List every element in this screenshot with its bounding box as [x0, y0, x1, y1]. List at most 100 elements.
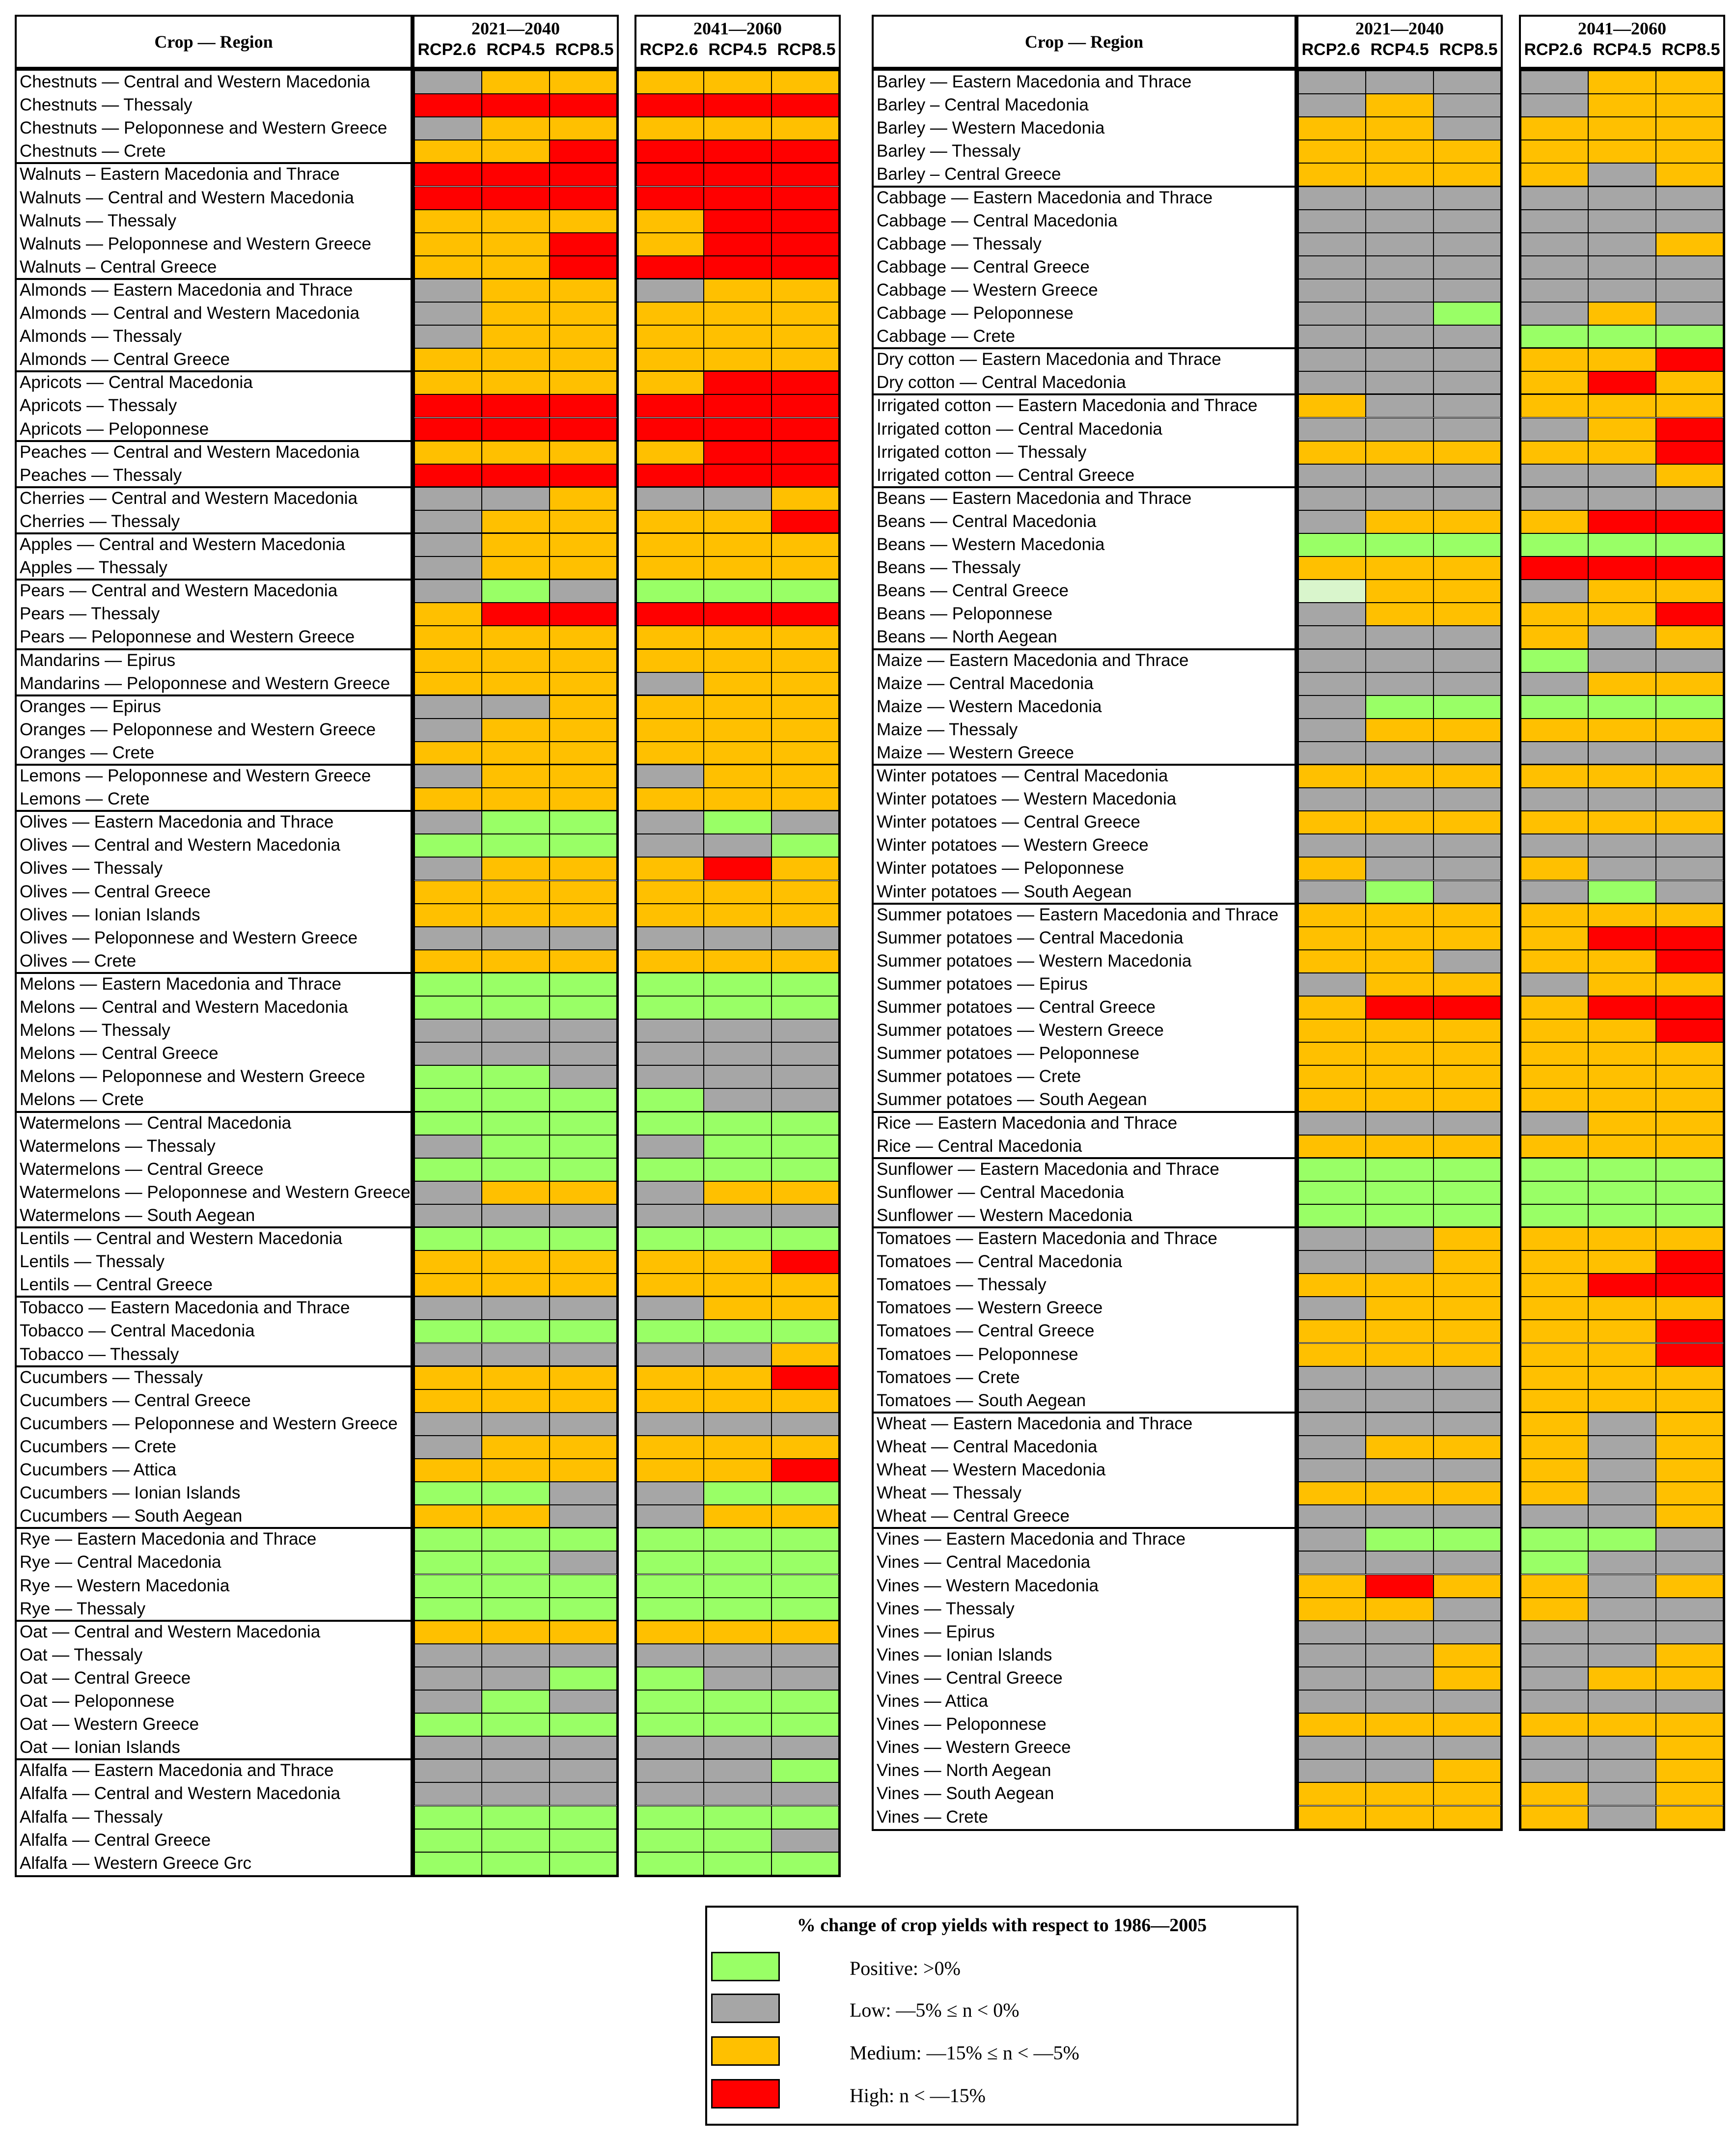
yield-cell [771, 626, 839, 649]
yield-cell [1298, 972, 1366, 996]
yield-cell [1588, 1181, 1656, 1204]
yield-cell [704, 695, 772, 719]
yield-cell [549, 672, 617, 695]
yield-cell [1521, 1690, 1589, 1714]
yield-cell [1433, 441, 1501, 464]
yield-cell [1298, 325, 1366, 349]
yield-cell [771, 580, 839, 603]
yield-cell [771, 1250, 839, 1274]
yield-cell [636, 1759, 704, 1783]
yield-cell [1298, 1782, 1366, 1806]
yield-cell [1298, 649, 1366, 672]
yield-cell [1521, 1597, 1589, 1621]
row-label: Peaches — Thessaly [20, 465, 182, 485]
yield-cell [771, 903, 839, 927]
group-separator [15, 1226, 413, 1228]
yield-cell [482, 926, 550, 950]
yield-cell [1655, 1459, 1723, 1482]
yield-cell [549, 926, 617, 950]
yield-cell [1366, 117, 1433, 140]
yield-cell [704, 1019, 772, 1043]
row-label: Oat — Peloponnese [20, 1692, 175, 1711]
yield-cell [704, 1805, 772, 1829]
yield-cell [771, 140, 839, 164]
row-label: Summer potatoes — Central Greece [877, 998, 1156, 1017]
group-separator [15, 648, 413, 650]
yield-cell [549, 464, 617, 487]
yield-cell [1433, 464, 1501, 487]
yield-cell [704, 163, 772, 187]
yield-cell [704, 834, 772, 858]
row-label: Summer potatoes — Peloponnese [877, 1044, 1140, 1063]
yield-cell [1433, 903, 1501, 927]
row-label: Rice — Central Macedonia [877, 1136, 1082, 1156]
yield-cell [1298, 394, 1366, 418]
row-label: Oranges — Epirus [20, 696, 161, 716]
yield-cell [1521, 1713, 1589, 1737]
row-label: Alfalfa — Central and Western Macedonia [20, 1784, 341, 1803]
yield-cell [1521, 1320, 1589, 1343]
yield-cell [1521, 278, 1589, 302]
yield-cell [1588, 371, 1656, 395]
yield-cell [1366, 1690, 1433, 1714]
yield-cell [414, 1597, 482, 1621]
row-label: Maize — Western Macedonia [877, 696, 1102, 716]
scenario-label: RCP8.5 [1439, 40, 1498, 59]
yield-cell [1366, 695, 1433, 719]
yield-cell [704, 1852, 772, 1875]
yield-cell [1366, 1297, 1433, 1320]
yield-cell [1521, 949, 1589, 973]
yield-cell [1655, 255, 1723, 279]
yield-cell [549, 1829, 617, 1852]
yield-cell [771, 1574, 839, 1598]
yield-cell [414, 255, 482, 279]
yield-cell [1588, 626, 1656, 649]
yield-cell [704, 1366, 772, 1389]
yield-cell [1298, 71, 1366, 94]
yield-cell [1655, 1088, 1723, 1112]
yield-cell [771, 880, 839, 904]
yield-cell [771, 1666, 839, 1690]
group-separator [15, 1758, 413, 1761]
yield-cell [704, 1158, 772, 1181]
yield-cell [704, 718, 772, 742]
row-label: Dry cotton — Eastern Macedonia and Thrac… [877, 350, 1221, 369]
yield-cell [704, 926, 772, 950]
yield-cell [704, 1250, 772, 1274]
yield-cell [482, 1204, 550, 1227]
yield-cell [1521, 94, 1589, 117]
yield-cell [549, 1389, 617, 1413]
row-label: Apricots — Peloponnese [20, 419, 209, 439]
yield-cell [704, 533, 772, 557]
row-label: Watermelons — Thessaly [20, 1136, 216, 1156]
yield-cell [771, 1805, 839, 1829]
yield-cell [1366, 718, 1433, 742]
group-separator [872, 902, 1296, 905]
yield-cell [771, 857, 839, 881]
yield-cell [414, 1274, 482, 1297]
row-label: Almonds — Central Greece [20, 350, 230, 369]
legend-title: % change of crop yields with respect to … [797, 1915, 1207, 1936]
yield-cell [1588, 325, 1656, 349]
yield-cell [414, 949, 482, 973]
yield-cell [636, 695, 704, 719]
yield-cell [482, 464, 550, 487]
row-label: Olives — Central Greece [20, 882, 211, 901]
yield-cell [1433, 834, 1501, 858]
yield-cell [771, 672, 839, 695]
yield-cell [1433, 140, 1501, 164]
yield-cell [1588, 1459, 1656, 1482]
yield-cell [704, 626, 772, 649]
yield-cell [414, 556, 482, 580]
yield-cell [1366, 1666, 1433, 1690]
yield-cell [1588, 163, 1656, 187]
yield-cell [1298, 417, 1366, 441]
yield-cell [549, 1505, 617, 1528]
yield-cell [636, 71, 704, 94]
yield-cell [1655, 1574, 1723, 1598]
yield-cell [482, 487, 550, 510]
yield-cell [1298, 510, 1366, 533]
yield-cell [771, 1528, 839, 1552]
yield-cell [549, 1065, 617, 1089]
yield-cell [549, 1088, 617, 1112]
